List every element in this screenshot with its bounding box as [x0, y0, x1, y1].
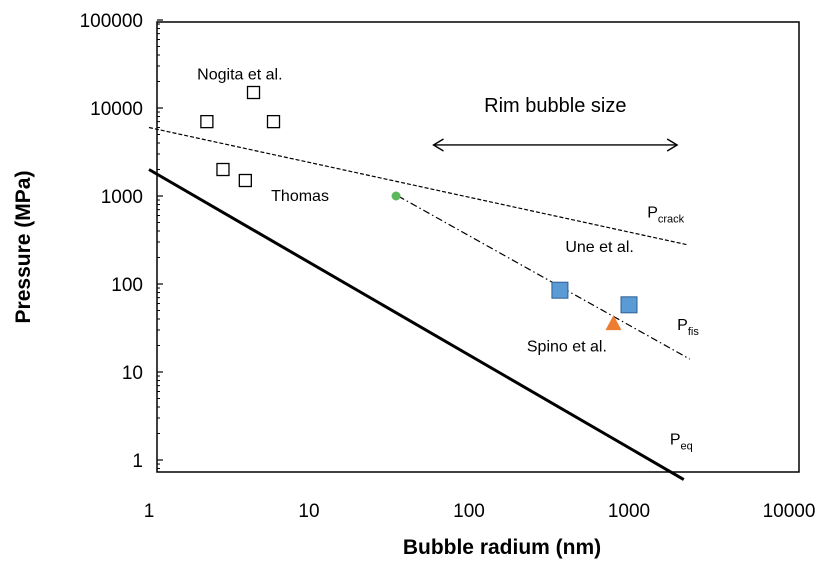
label-peq-main: P	[670, 432, 681, 449]
y-tick-label: 10000	[90, 99, 143, 120]
line-peq	[148, 168, 685, 481]
arrow-head-left	[432, 138, 444, 152]
marker-nogita	[200, 114, 214, 129]
line-pfis	[397, 195, 691, 360]
y-tick-label: 1000	[101, 187, 143, 208]
label-peq: Peq	[670, 432, 693, 453]
marker-une	[620, 296, 638, 314]
y-tick-label: 100	[111, 275, 143, 296]
x-tick-label: 100	[453, 501, 485, 522]
x-tick-label: 1	[144, 501, 155, 522]
series-label: Spino et al.	[527, 339, 607, 356]
label-pcrack-main: P	[647, 204, 658, 221]
x-axis: 1 10 100 1000 10000	[144, 501, 816, 522]
y-tick-label: 10	[122, 363, 143, 384]
x-axis-title: Bubble radium (nm)	[403, 536, 601, 559]
x-tick-label: 10000	[763, 501, 816, 522]
label-peq-sub: eq	[681, 441, 693, 453]
label-pcrack: Pcrack	[647, 204, 684, 225]
marker-nogita	[238, 173, 252, 188]
data-markers	[200, 85, 638, 331]
annotations: Rim bubble size	[432, 95, 679, 152]
label-pfis: Pfis	[677, 317, 699, 338]
marker-thomas	[391, 191, 401, 201]
y-tick-label: 1	[132, 451, 143, 472]
y-axis-title: Pressure (MPa)	[12, 171, 35, 324]
label-pcrack-sub: crack	[658, 213, 685, 225]
label-pfis-main: P	[677, 317, 688, 334]
series-label: Nogita et al.	[197, 67, 282, 84]
marker-spino	[605, 315, 622, 331]
marker-nogita	[246, 85, 261, 100]
series-label: Une et al.	[565, 239, 633, 256]
y-axis: 1 10 100 1000 10000 100000	[80, 11, 163, 472]
line-pcrack	[148, 126, 688, 246]
label-pfis-sub: fis	[688, 326, 700, 338]
x-tick-label: 10	[298, 501, 319, 522]
arrow-head-right	[666, 138, 679, 152]
marker-une	[551, 281, 569, 299]
y-tick-label: 100000	[80, 11, 143, 32]
rim-bubble-size-label: Rim bubble size	[484, 95, 626, 117]
model-lines	[148, 126, 691, 481]
marker-nogita	[266, 114, 281, 129]
plot-area	[156, 21, 800, 473]
marker-nogita	[216, 162, 230, 177]
x-tick-label: 1000	[608, 501, 650, 522]
series-label: Thomas	[271, 188, 329, 205]
